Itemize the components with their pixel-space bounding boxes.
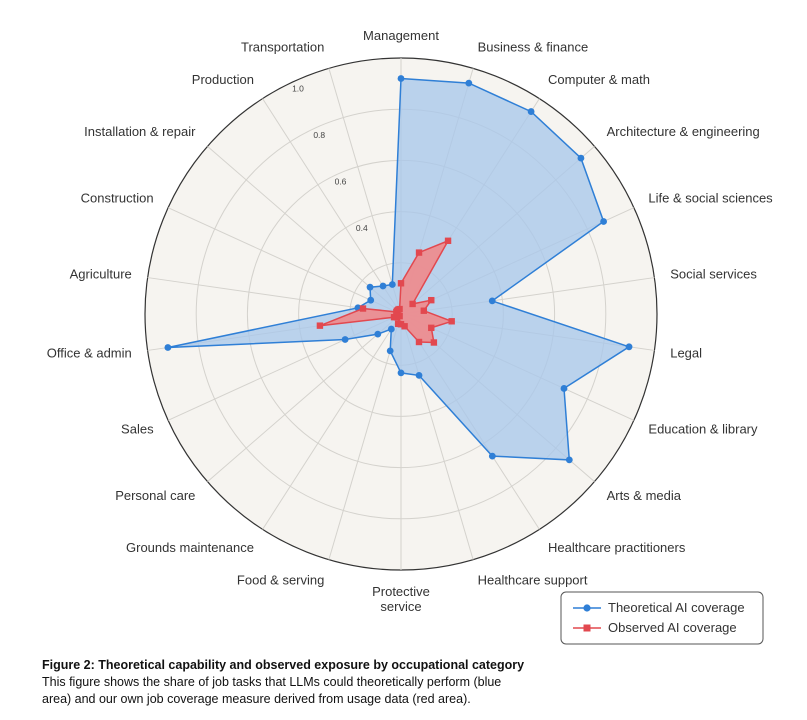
category-label-food-and-serving: Food & serving — [237, 573, 324, 588]
category-label-protective-service: Protective service — [372, 584, 430, 614]
data-point-theoretical-15 — [374, 330, 382, 338]
category-label-education-and-library: Education & library — [648, 421, 758, 436]
data-point-theoretical-8 — [560, 385, 568, 392]
legend-marker-theoretical — [583, 604, 591, 612]
category-label-healthcare-support: Healthcare support — [478, 573, 588, 588]
data-point-observed-3 — [444, 237, 452, 244]
caption-title: Figure 2: Theoretical capability and obs… — [42, 658, 525, 672]
data-point-observed-11 — [401, 323, 408, 330]
legend-label-observed: Observed AI coverage — [608, 620, 737, 635]
radial-tick-label: 0.4 — [356, 223, 368, 233]
data-point-theoretical-6 — [488, 297, 496, 305]
grid-spoke-14 — [262, 313, 402, 530]
category-label-production: Production — [192, 72, 254, 87]
caption-body: This figure shows the share of job tasks… — [42, 675, 502, 706]
grid-spoke-19 — [167, 207, 402, 315]
category-label-grounds-maintenance: Grounds maintenance — [126, 540, 254, 555]
category-label-line: Protective — [372, 584, 430, 599]
data-point-theoretical-5 — [600, 218, 607, 225]
data-point-observed-1 — [397, 280, 405, 287]
category-labels: Management Business & finance Computer & m… — [47, 28, 773, 614]
grid-spoke-13 — [328, 313, 402, 560]
category-label-arts-and-media: Arts & media — [607, 488, 682, 503]
data-point-observed-7 — [448, 318, 455, 325]
data-point-theoretical-11 — [415, 372, 423, 379]
category-label-legal: Legal — [670, 346, 702, 361]
grid-spoke-22 — [328, 68, 402, 315]
radial-tick-label: 0.6 — [335, 177, 347, 187]
data-point-theoretical-12 — [397, 369, 405, 377]
radial-ticks: 0.4 0.6 0.8 1.0 — [292, 83, 368, 233]
category-label-management: Management — [363, 28, 439, 43]
data-point-theoretical-4 — [577, 154, 585, 162]
legend-marker-observed — [583, 624, 591, 632]
grid-spoke-21 — [262, 98, 402, 315]
data-point-observed-8 — [428, 324, 435, 332]
radial-tick-label: 1.0 — [292, 83, 304, 93]
data-point-observed-2 — [415, 249, 423, 256]
data-point-observed-10 — [415, 338, 423, 346]
data-point-observed-17 — [316, 322, 324, 329]
data-point-theoretical-14 — [387, 325, 395, 333]
category-label-social-services: Social services — [670, 266, 757, 281]
category-label-line: service — [380, 599, 421, 614]
data-point-theoretical-7 — [625, 343, 633, 351]
figure-caption: Figure 2: Theoretical capability and obs… — [42, 657, 762, 708]
category-label-transportation: Transportation — [241, 39, 324, 54]
data-point-observed-16 — [390, 313, 398, 321]
category-label-installation-and-repair: Installation & repair — [84, 124, 196, 139]
data-point-theoretical-21 — [379, 282, 387, 290]
radar-chart: 0.4 0.6 0.8 1.0 Management Business & financ… — [47, 28, 773, 645]
category-label-construction: Construction — [81, 191, 154, 206]
data-point-observed-22 — [396, 305, 403, 313]
data-point-theoretical-19 — [367, 296, 375, 304]
data-point-theoretical-10 — [488, 452, 496, 460]
data-point-theoretical-9 — [565, 456, 573, 464]
legend: Theoretical AI coverage Observed AI cove… — [560, 591, 764, 645]
data-point-observed-13 — [394, 320, 402, 328]
category-label-architecture-and-engineering: Architecture & engineering — [607, 124, 760, 139]
data-point-observed-5 — [428, 296, 435, 304]
category-label-agriculture: Agriculture — [70, 266, 132, 281]
data-point-theoretical-20 — [366, 283, 374, 291]
category-label-computer-and-math: Computer & math — [548, 72, 650, 87]
series-layer — [164, 75, 633, 464]
data-point-theoretical-1 — [397, 75, 405, 82]
data-point-observed-6 — [420, 307, 428, 314]
data-point-observed-9 — [430, 339, 438, 346]
data-point-observed-18 — [359, 305, 367, 312]
data-point-theoretical-17 — [164, 344, 172, 351]
grid-spoke-15 — [207, 313, 402, 483]
data-point-theoretical-2 — [465, 79, 473, 87]
category-label-life-and-social-sciences: Life & social sciences — [648, 191, 773, 206]
category-label-healthcare-practitioners: Healthcare practitioners — [548, 540, 686, 555]
legend-label-theoretical: Theoretical AI coverage — [608, 600, 745, 615]
legend-box — [560, 591, 764, 645]
category-label-personal-care: Personal care — [115, 488, 195, 503]
data-point-theoretical-22 — [388, 281, 396, 288]
data-point-theoretical-16 — [341, 336, 349, 343]
radial-tick-label: 0.8 — [313, 130, 325, 140]
data-point-observed-4 — [409, 300, 416, 308]
data-point-theoretical-13 — [386, 347, 394, 355]
data-point-theoretical-3 — [527, 108, 535, 115]
category-label-sales: Sales — [121, 421, 154, 436]
category-label-office-and-admin: Office & admin — [47, 346, 132, 361]
category-label-business-and-finance: Business & finance — [478, 39, 589, 54]
